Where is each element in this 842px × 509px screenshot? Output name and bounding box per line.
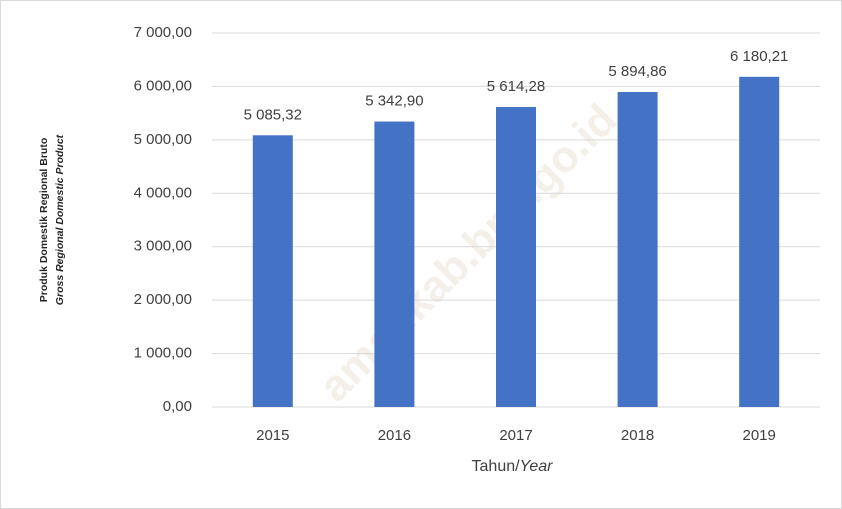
x-axis-title-main: Tahun/ [472,458,521,475]
y-axis-title: Produk Domestik Regional Bruto [38,138,50,303]
x-tick-label: 2018 [621,427,654,444]
x-tick-label: 2017 [499,427,532,444]
x-tick-label: 2015 [256,427,289,444]
data-label: 5 614,28 [487,78,545,95]
y-axis-title: Gross Regional Domestic Product [54,134,66,305]
y-tick-label: 4 000,00 [134,184,192,201]
data-label: 5 085,32 [244,106,302,123]
y-tick-label: 7 000,00 [134,24,192,41]
y-tick-label: 0,00 [163,398,192,415]
x-axis-title-italic: Year [520,458,554,475]
y-tick-label: 2 000,00 [134,291,192,308]
bar [374,121,415,407]
bar [617,92,658,407]
data-label: 6 180,21 [730,48,788,65]
y-tick-label: 1 000,00 [134,345,192,362]
data-label: 5 342,90 [365,93,423,110]
y-tick-label: 5 000,00 [134,131,192,148]
bar [496,107,536,407]
data-label: 5 894,86 [608,63,666,80]
x-tick-label: 2016 [378,427,411,444]
bar [252,135,293,407]
x-axis-title: Tahun/Year [472,458,554,475]
bar [739,76,780,408]
y-tick-label: 3 000,00 [134,238,192,255]
x-tick-label: 2019 [743,427,776,444]
y-tick-label: 6 000,00 [134,77,192,94]
